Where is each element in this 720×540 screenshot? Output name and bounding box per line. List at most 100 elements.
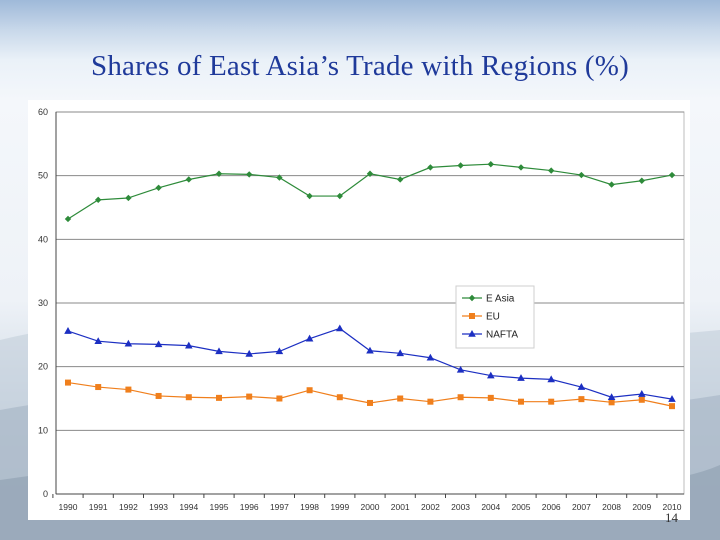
legend-item: EU: [462, 312, 500, 323]
x-tick-label: 1998: [300, 502, 319, 512]
data-point: [457, 394, 464, 401]
x-tick-label: 2010: [663, 502, 682, 512]
data-point: [427, 398, 434, 405]
data-point: [305, 334, 314, 342]
legend-label: E Asia: [486, 294, 515, 305]
data-point: [306, 387, 313, 394]
data-point: [215, 347, 223, 355]
data-point: [397, 395, 404, 402]
x-tick-label: 2005: [512, 502, 531, 512]
x-tick-label: 1994: [179, 502, 198, 512]
data-point: [577, 383, 586, 390]
data-point: [468, 330, 476, 337]
y-tick-label: 0: [43, 489, 48, 499]
slide-number: 14: [665, 510, 678, 525]
data-point: [336, 192, 343, 200]
x-tick-label: 1995: [210, 502, 229, 512]
data-point: [154, 340, 163, 348]
legend-label: EU: [486, 312, 500, 323]
legend-label: NAFTA: [486, 330, 518, 341]
data-point: [245, 349, 253, 357]
data-point: [517, 374, 525, 381]
data-point: [155, 184, 162, 191]
data-point: [607, 393, 616, 401]
legend-item: E Asia: [462, 294, 515, 305]
x-tick-label: 2004: [481, 502, 500, 512]
data-point: [457, 162, 464, 169]
data-point: [216, 394, 222, 401]
data-point: [638, 396, 645, 403]
data-point: [276, 174, 283, 181]
data-point: [124, 339, 133, 347]
data-point: [608, 399, 615, 406]
legend: E Asia EU NAFTA: [455, 285, 535, 349]
x-tick-label: 2009: [632, 502, 651, 512]
data-point: [125, 386, 132, 393]
data-point: [366, 346, 374, 354]
data-point: [246, 393, 253, 400]
slide-title: Shares of East Asia’s Trade with Regions…: [90, 50, 629, 82]
x-tick-label: 2008: [602, 502, 621, 512]
data-point: [487, 161, 494, 168]
series-eu: [65, 379, 675, 410]
y-tick-label: 60: [38, 107, 48, 117]
x-tick-label: 1992: [119, 502, 138, 512]
data-point: [469, 313, 475, 319]
chart-container: 0 10 20 30 40 50 60 1990 1991 1992 1993 1994 1995 19…: [28, 100, 690, 520]
data-point: [367, 399, 373, 406]
data-point: [64, 327, 72, 334]
x-tick-label: 2003: [451, 502, 470, 512]
data-point: [64, 215, 72, 223]
data-point: [668, 395, 676, 402]
data-point: [336, 394, 343, 401]
data-point: [185, 394, 192, 401]
data-point: [487, 394, 494, 401]
data-point: [669, 403, 675, 410]
x-tick-label: 1996: [240, 502, 259, 512]
data-point: [215, 170, 223, 177]
data-point: [366, 170, 374, 177]
x-tick-label: 1999: [330, 502, 349, 512]
data-point: [638, 177, 645, 184]
x-axis: 1990 1991 1992 1993 1994 1995 1996 1997 1998 1999…: [52, 493, 684, 512]
x-tick-label: 1991: [89, 502, 108, 512]
data-point: [668, 171, 676, 179]
data-point: [578, 171, 585, 179]
data-point: [548, 398, 555, 405]
x-tick-label: 2006: [542, 502, 561, 512]
x-tick-label: 2002: [421, 502, 440, 512]
data-point: [95, 384, 102, 391]
data-point: [427, 164, 434, 171]
data-point: [95, 196, 102, 204]
data-point: [336, 324, 344, 332]
series-nafta: [64, 324, 676, 402]
data-point: [246, 171, 253, 178]
series-e-asia: [64, 161, 676, 223]
data-point: [397, 176, 404, 183]
data-point: [608, 181, 615, 188]
data-point: [548, 167, 555, 174]
x-tick-label: 2000: [361, 502, 380, 512]
y-tick-label: 10: [38, 425, 48, 435]
x-tick-label: 2007: [572, 502, 591, 512]
data-point: [487, 371, 495, 379]
data-point: [275, 347, 284, 355]
series-group: [64, 161, 676, 410]
legend-box: [455, 285, 535, 349]
data-point: [518, 398, 524, 405]
data-point: [94, 337, 102, 344]
data-point: [65, 379, 71, 386]
x-tick-label: 1990: [59, 502, 78, 512]
data-point: [578, 396, 585, 403]
data-point: [185, 341, 193, 349]
data-point: [468, 294, 476, 302]
x-tick-label: 1997: [270, 502, 289, 512]
x-tick-label: 1993: [149, 502, 168, 512]
data-point: [456, 365, 465, 373]
data-point: [396, 349, 404, 357]
data-point: [125, 194, 132, 202]
data-point: [185, 176, 192, 183]
x-tick-label: 2001: [391, 502, 410, 512]
y-tick-label: 30: [38, 298, 48, 308]
